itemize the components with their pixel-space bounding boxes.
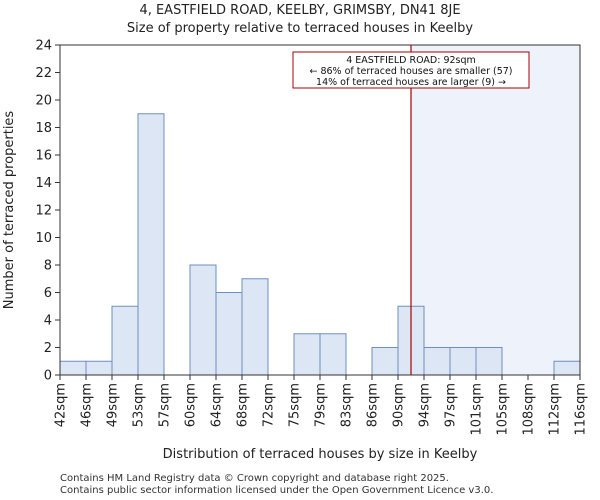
annotation-line-3: 14% of terraced houses are larger (9) → bbox=[316, 77, 506, 88]
x-tick-label: 42sqm bbox=[54, 383, 69, 427]
x-tick-label: 86sqm bbox=[366, 383, 381, 427]
annotation-line-1: 4 EASTFIELD ROAD: 92sqm bbox=[346, 55, 476, 66]
x-tick-label: 60sqm bbox=[184, 383, 199, 427]
x-tick-label: 64sqm bbox=[210, 383, 225, 427]
x-tick-label: 101sqm bbox=[470, 383, 485, 436]
chart-title: 4, EASTFIELD ROAD, KEELBY, GRIMSBY, DN41… bbox=[139, 3, 461, 18]
footer-line-2: Contains public sector information licen… bbox=[60, 485, 494, 496]
x-tick-label: 75sqm bbox=[288, 383, 303, 427]
x-tick-label: 94sqm bbox=[418, 383, 433, 427]
y-tick-label: 20 bbox=[35, 94, 52, 109]
x-tick-label: 68sqm bbox=[236, 383, 251, 427]
y-tick-label: 18 bbox=[35, 121, 52, 136]
bar-75sqm bbox=[293, 333, 321, 376]
bar-86sqm bbox=[371, 347, 399, 376]
x-tick-label: 53sqm bbox=[132, 383, 147, 427]
annotation-line-2: ← 86% of terraced houses are smaller (57… bbox=[309, 66, 512, 77]
plot-frame bbox=[59, 44, 581, 376]
x-tick-label: 97sqm bbox=[444, 383, 459, 427]
x-tick-label: 90sqm bbox=[392, 383, 407, 427]
bar-60sqm bbox=[189, 264, 217, 376]
y-tick-label: 2 bbox=[44, 341, 52, 356]
x-tick-label: 46sqm bbox=[80, 383, 95, 427]
x-tick-label: 79sqm bbox=[314, 383, 329, 427]
bar-49sqm bbox=[111, 305, 139, 376]
bar-101sqm bbox=[475, 347, 503, 376]
bar-97sqm bbox=[449, 347, 477, 376]
y-tick-label: 0 bbox=[44, 369, 52, 384]
x-tick-label: 108sqm bbox=[522, 383, 537, 436]
y-tick-label: 16 bbox=[35, 149, 52, 164]
bar-46sqm bbox=[85, 360, 113, 376]
chart-subtitle: Size of property relative to terraced ho… bbox=[126, 21, 474, 36]
x-tick-label: 72sqm bbox=[262, 383, 277, 427]
bar-42sqm bbox=[59, 360, 87, 376]
annotation-box bbox=[292, 51, 530, 89]
x-axis-label: Distribution of terraced houses by size … bbox=[163, 447, 478, 462]
y-tick-label: 6 bbox=[44, 286, 52, 301]
x-tick-label: 112sqm bbox=[548, 383, 563, 436]
bar-112sqm bbox=[553, 360, 581, 376]
x-tick-label: 116sqm bbox=[574, 383, 589, 436]
bar-68sqm bbox=[241, 278, 269, 376]
footer-line-1: Contains HM Land Registry data © Crown c… bbox=[60, 473, 449, 484]
x-tick-label: 49sqm bbox=[106, 383, 121, 427]
bar-64sqm bbox=[215, 292, 243, 376]
x-tick-label: 105sqm bbox=[496, 383, 511, 436]
y-tick-label: 22 bbox=[35, 66, 52, 81]
x-tick-label: 83sqm bbox=[340, 383, 355, 427]
y-tick-label: 14 bbox=[35, 176, 52, 191]
y-tick-label: 8 bbox=[44, 259, 52, 274]
larger-region-highlight bbox=[411, 45, 580, 375]
y-tick-label: 10 bbox=[35, 231, 52, 246]
bar-53sqm bbox=[137, 113, 165, 376]
y-tick-label: 24 bbox=[35, 39, 52, 54]
y-tick-label: 4 bbox=[44, 314, 52, 329]
x-tick-label: 57sqm bbox=[158, 383, 173, 427]
bar-94sqm bbox=[423, 347, 451, 376]
y-tick-label: 12 bbox=[35, 204, 52, 219]
bar-79sqm bbox=[319, 333, 347, 376]
y-axis-label: Number of terraced properties bbox=[2, 111, 17, 310]
